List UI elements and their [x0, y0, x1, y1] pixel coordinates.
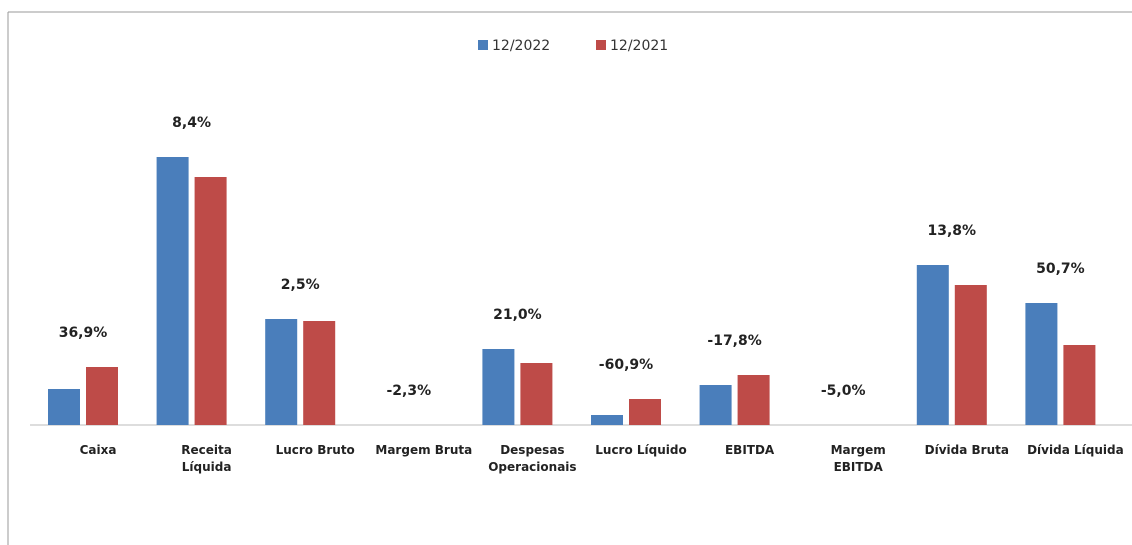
legend-label: 12/2022	[492, 38, 550, 54]
x-tick-label: Dívida Bruta	[924, 443, 1009, 457]
annotation: 13,8%	[928, 223, 977, 239]
bar	[520, 363, 553, 425]
bar	[482, 349, 515, 425]
bar	[265, 319, 298, 425]
bar	[156, 157, 189, 425]
annotation: 21,0%	[493, 307, 542, 323]
bar	[591, 415, 623, 425]
x-tick-label: Caixa	[79, 443, 117, 457]
bar	[699, 385, 732, 425]
bar	[86, 367, 118, 425]
bar	[954, 285, 987, 425]
annotation: 36,9%	[59, 325, 108, 341]
bar	[916, 265, 949, 425]
x-tick-label: EBITDA	[724, 443, 775, 457]
bar	[303, 321, 336, 425]
x-tick-label: Dívida Líquida	[1027, 443, 1124, 457]
annotation: 8,4%	[172, 115, 211, 131]
annotation: -5,0%	[821, 383, 866, 399]
legend-swatch	[596, 40, 606, 50]
bar	[737, 375, 770, 425]
x-tick-label: Despesas Operacionais	[488, 443, 577, 474]
x-tick-label: Receita Líquida	[181, 443, 232, 474]
x-tick-label: Margem EBITDA	[830, 443, 886, 474]
x-tick-label: Margem Bruta	[375, 443, 473, 457]
annotation: -17,8%	[707, 333, 761, 349]
bar	[1063, 345, 1096, 425]
x-tick-label: Lucro Bruto	[275, 443, 355, 457]
annotation: -60,9%	[599, 357, 653, 373]
bar	[1025, 303, 1058, 425]
bar	[48, 389, 80, 425]
annotation: -2,3%	[386, 383, 431, 399]
annotation: 50,7%	[1036, 261, 1085, 277]
bar	[194, 177, 227, 425]
bar	[629, 399, 661, 425]
legend-label: 12/2021	[610, 38, 668, 54]
annotation: 2,5%	[281, 277, 320, 293]
x-tick-label: Lucro Líquido	[595, 443, 687, 457]
legend-swatch	[478, 40, 488, 50]
